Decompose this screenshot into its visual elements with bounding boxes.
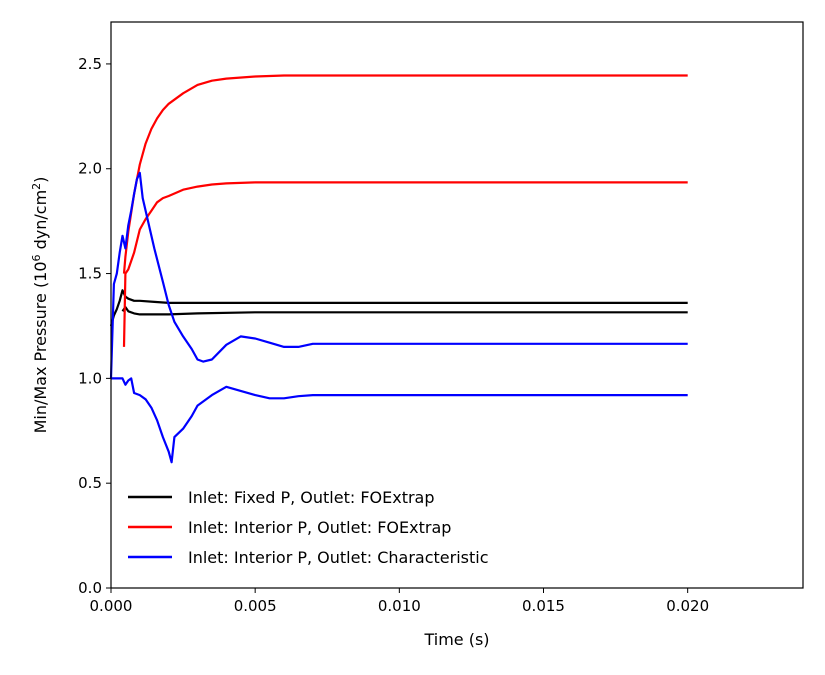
- y-tick-label: 1.0: [78, 369, 102, 387]
- x-tick-label: 0.020: [666, 597, 709, 615]
- legend-label-interior-characteristic: Inlet: Interior P, Outlet: Characteristi…: [188, 548, 489, 567]
- series-line-1: [109, 289, 688, 327]
- y-axis-label-mid: dyn/cm: [31, 190, 50, 255]
- legend-label-interior-foextrap: Inlet: Interior P, Outlet: FOExtrap: [188, 518, 451, 537]
- legend-label-fixed-p: Inlet: Fixed P, Outlet: FOExtrap: [188, 488, 435, 507]
- y-axis-label-prefix: Min/Max Pressure (10: [31, 261, 50, 433]
- y-tick-label: 1.5: [78, 265, 102, 283]
- legend: Inlet: Fixed P, Outlet: FOExtrap Inlet: …: [128, 488, 489, 567]
- y-tick-label: 0.5: [78, 474, 102, 492]
- y-axis-label-exp1: 6: [30, 254, 43, 261]
- x-tick-label: 0.005: [234, 597, 277, 615]
- series-line-2: [121, 306, 688, 316]
- series-line-5: [109, 171, 688, 379]
- series-line-4: [122, 181, 688, 347]
- x-tick-label: 0.015: [522, 597, 565, 615]
- x-axis-ticks: 0.000 0.005 0.010 0.015 0.020: [90, 588, 709, 615]
- y-axis-label-exp2: 2: [30, 183, 43, 190]
- y-tick-label: 2.0: [78, 160, 102, 178]
- y-tick-label: 2.5: [78, 55, 102, 73]
- y-axis-ticks: 0.0 0.5 1.0 1.5 2.0 2.5: [78, 55, 111, 597]
- y-axis-label: Min/Max Pressure (106 dyn/cm2): [30, 177, 50, 434]
- plot-frame: [110, 21, 804, 589]
- y-axis-label-suffix: ): [31, 177, 50, 183]
- y-tick-label: 0.0: [78, 579, 102, 597]
- x-tick-label: 0.010: [378, 597, 421, 615]
- x-axis-label: Time (s): [423, 630, 489, 649]
- series-layer: [109, 74, 688, 464]
- x-tick-label: 0.000: [90, 597, 133, 615]
- series-line-6: [111, 377, 688, 464]
